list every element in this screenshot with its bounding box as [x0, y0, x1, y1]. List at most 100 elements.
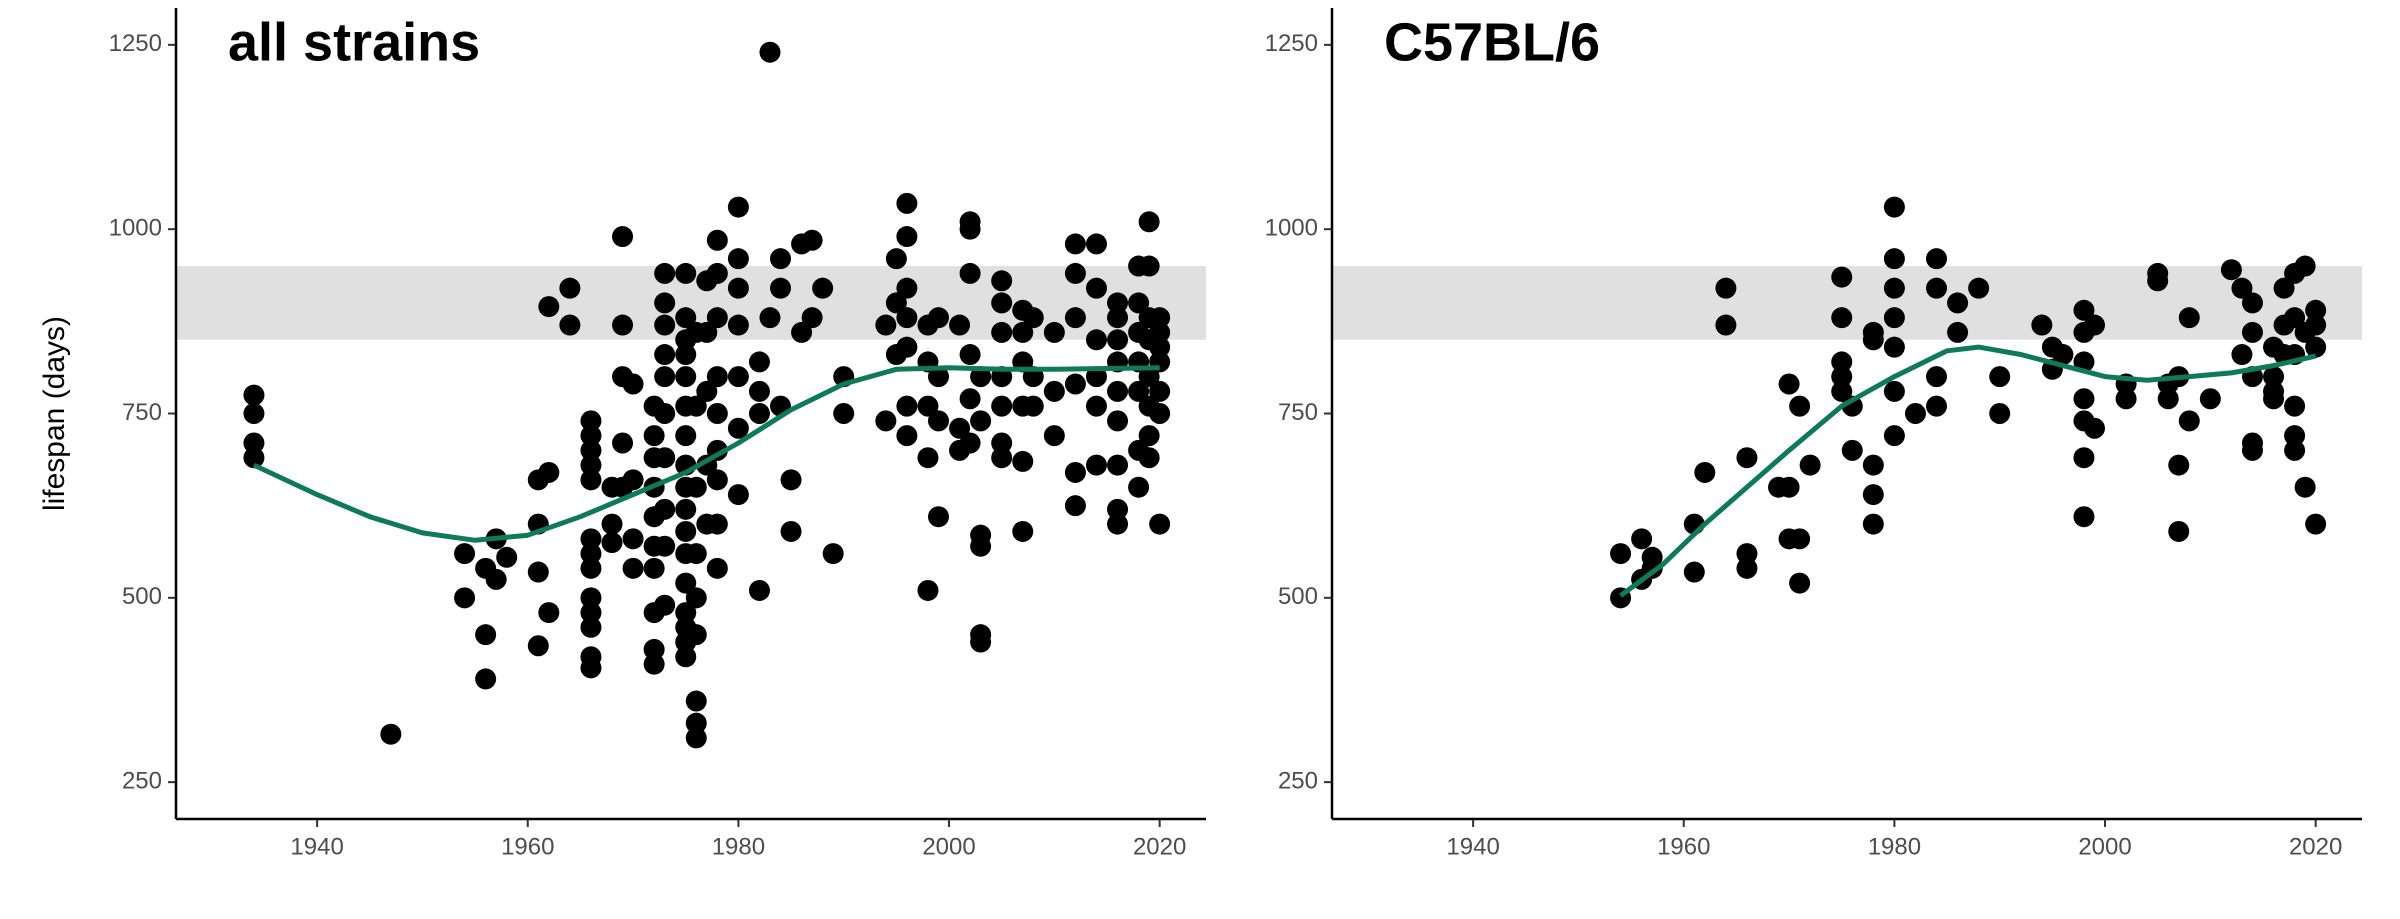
data-point — [622, 528, 644, 550]
data-point — [2305, 299, 2327, 321]
data-point — [2241, 321, 2263, 343]
data-point — [1107, 410, 1129, 432]
data-point — [1043, 425, 1065, 447]
data-point — [1883, 248, 1905, 270]
data-point — [612, 432, 634, 454]
data-point — [1778, 373, 1800, 395]
data-point — [959, 388, 981, 410]
data-point — [612, 226, 634, 248]
data-point — [1789, 395, 1811, 417]
x-tick-label: 2020 — [2289, 833, 2342, 860]
data-point — [654, 535, 676, 557]
data-point — [696, 321, 718, 343]
data-point — [675, 498, 697, 520]
data-point — [706, 229, 728, 251]
data-point — [896, 192, 918, 214]
data-point — [685, 476, 707, 498]
data-point — [580, 469, 602, 491]
data-point — [1064, 461, 1086, 483]
data-point — [1736, 543, 1758, 565]
data-point — [1883, 307, 1905, 329]
data-point — [1904, 403, 1926, 424]
data-point — [759, 41, 781, 63]
data-point — [1107, 329, 1129, 351]
data-point — [727, 196, 749, 218]
data-point — [1862, 484, 1884, 506]
data-point — [1149, 307, 1171, 329]
data-point — [454, 543, 476, 565]
data-point — [685, 712, 707, 734]
x-tick-label: 1940 — [290, 833, 343, 860]
data-point — [654, 344, 676, 366]
data-point — [896, 395, 918, 417]
data-point — [1149, 513, 1171, 535]
data-point — [243, 384, 265, 406]
data-point — [1149, 403, 1171, 424]
data-point — [1862, 454, 1884, 476]
data-point — [475, 668, 497, 690]
data-point — [538, 602, 560, 624]
data-point — [727, 366, 749, 388]
data-point — [2073, 388, 2095, 410]
data-point — [959, 262, 981, 284]
data-point — [685, 690, 707, 712]
data-point — [2052, 344, 2074, 366]
data-point — [896, 226, 918, 248]
data-point — [896, 307, 918, 329]
data-point — [991, 292, 1013, 314]
data-point — [675, 646, 697, 668]
data-point — [654, 366, 676, 388]
data-point — [243, 403, 265, 424]
x-tick-label: 1980 — [1868, 833, 1921, 860]
y-tick-label: 500 — [1278, 583, 1318, 610]
data-point — [748, 579, 770, 601]
data-point — [927, 307, 949, 329]
data-point — [1883, 277, 1905, 299]
data-point — [2241, 439, 2263, 461]
data-point — [675, 366, 697, 388]
data-point — [454, 587, 476, 609]
data-point — [2115, 388, 2137, 410]
y-tick-label: 750 — [1278, 399, 1318, 426]
data-point — [2294, 255, 2316, 277]
data-point — [1012, 520, 1034, 542]
data-point — [780, 520, 802, 542]
data-point — [527, 635, 549, 657]
x-tick-label: 1980 — [712, 833, 765, 860]
data-point — [643, 557, 665, 579]
y-tick-label: 750 — [122, 399, 162, 426]
smooth-curve — [1619, 344, 2317, 598]
data-point — [2231, 277, 2253, 299]
data-point — [675, 307, 697, 329]
x-tick-label: 2000 — [2078, 833, 2131, 860]
data-point — [654, 262, 676, 284]
x-tick-label: 2000 — [922, 833, 975, 860]
data-point — [2305, 336, 2327, 358]
data-point — [580, 410, 602, 432]
data-point — [2199, 388, 2221, 410]
data-point — [675, 344, 697, 366]
data-point — [2305, 513, 2327, 535]
data-point — [780, 469, 802, 491]
data-point — [2073, 299, 2095, 321]
data-point — [685, 727, 707, 749]
data-point — [1883, 425, 1905, 447]
data-point — [2073, 506, 2095, 528]
data-point — [949, 417, 971, 439]
data-point — [1989, 403, 2011, 424]
data-point — [580, 439, 602, 461]
x-tick-label: 1960 — [501, 833, 554, 860]
data-point — [801, 307, 823, 329]
data-point — [2284, 425, 2306, 447]
data-point — [801, 229, 823, 251]
data-point — [559, 314, 581, 336]
data-point — [727, 484, 749, 506]
x-tick-label: 1960 — [1657, 833, 1710, 860]
data-point — [654, 594, 676, 616]
data-point — [812, 277, 834, 299]
data-point — [1149, 336, 1171, 358]
data-point — [685, 624, 707, 646]
data-point — [727, 314, 749, 336]
data-point — [959, 218, 981, 240]
